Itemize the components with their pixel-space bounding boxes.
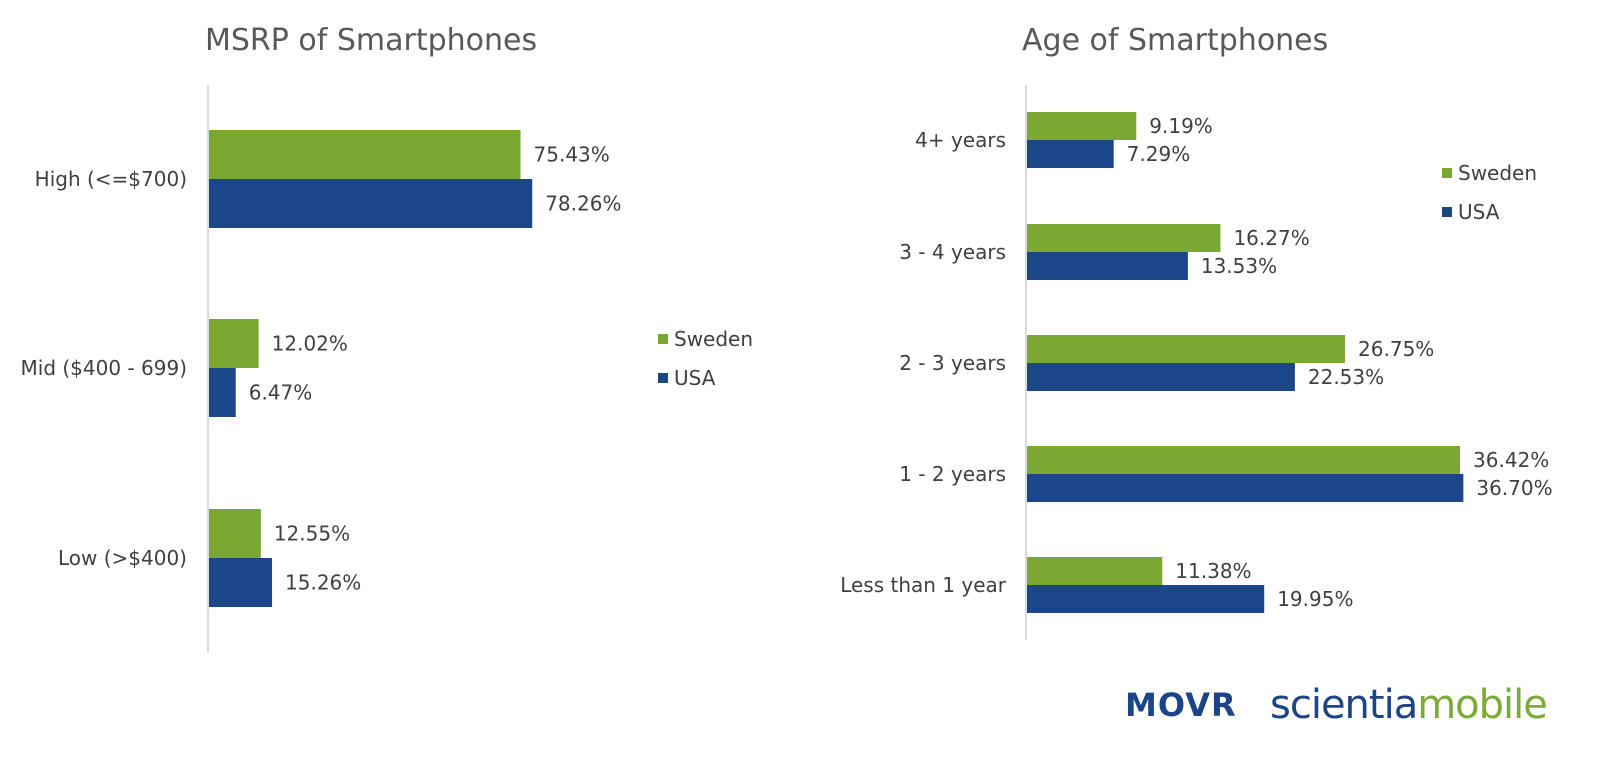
age-value-label-sweden-2-3-years: 26.75% [1358,337,1434,361]
msrp-legend-label-usa: USA [674,366,716,390]
age-value-label-usa-4-years: 7.29% [1127,142,1191,166]
age-bar-usa-3-4-years [1027,252,1188,280]
msrp-legend-label-sweden: Sweden [674,327,753,351]
age-category-label-3-4-years: 3 - 4 years [899,240,1006,264]
age-chart-title: Age of Smartphones [1022,23,1328,58]
age-value-label-usa-3-4-years: 13.53% [1201,254,1277,278]
age-category-label-1-2-years: 1 - 2 years [899,462,1006,486]
movr-logo: MOVR [1125,680,1237,730]
scientiamobile-logo: scientia mobile [1270,680,1548,730]
msrp-chart-title: MSRP of Smartphones [205,23,537,58]
age-legend: Sweden USA [1442,161,1537,224]
age-value-label-sweden-less-than-1-year: 11.38% [1175,559,1251,583]
age-bar-sweden-3-4-years [1027,224,1221,252]
age-bar-usa-2-3-years [1027,363,1295,391]
msrp-bar-sweden-high-700 [209,130,521,179]
age-legend-swatch-usa [1442,207,1452,217]
msrp-legend: Sweden USA [658,327,753,390]
age-bar-usa-1-2-years [1027,474,1464,502]
age-value-label-usa-less-than-1-year: 19.95% [1277,587,1353,611]
age-category-label-4-years: 4+ years [915,128,1006,152]
msrp-value-label-sweden-low-400: 12.55% [274,522,350,546]
age-legend-label-sweden: Sweden [1458,161,1537,185]
scientiamobile-logo-text-a: scientia [1270,682,1418,728]
msrp-legend-swatch-usa [658,373,668,383]
msrp-value-label-usa-low-400: 15.26% [285,571,361,595]
age-bar-sweden-2-3-years [1027,335,1346,363]
msrp-category-label-mid-400-699: Mid ($400 - 699) [21,356,187,380]
age-chart: Age of Smartphones 4+ years 9.19% 7.29% 3 - … [840,23,1553,640]
age-legend-label-usa: USA [1458,200,1500,224]
age-bar-sweden-1-2-years [1027,446,1461,474]
age-value-label-usa-1-2-years: 36.70% [1476,476,1552,500]
age-bar-sweden-4-years [1027,112,1137,140]
age-value-label-sweden-4-years: 9.19% [1149,114,1213,138]
msrp-bar-usa-high-700 [209,179,533,228]
msrp-category-label-high-700: High (<=$700) [35,167,187,191]
movr-logo-text: MOVR [1125,686,1237,724]
msrp-category-label-low-400: Low (>$400) [58,546,187,570]
age-value-label-usa-2-3-years: 22.53% [1308,365,1384,389]
age-category-label-less-than-1-year: Less than 1 year [840,573,1007,597]
msrp-value-label-sweden-high-700: 75.43% [534,143,610,167]
msrp-value-label-usa-mid-400-699: 6.47% [249,381,313,405]
msrp-chart: MSRP of Smartphones High (<=$700) 75.43% 78… [21,23,753,652]
age-value-label-sweden-3-4-years: 16.27% [1233,226,1309,250]
msrp-value-label-sweden-mid-400-699: 12.02% [272,332,348,356]
msrp-bar-usa-low-400 [209,558,273,607]
msrp-legend-swatch-sweden [658,334,668,344]
msrp-value-label-usa-high-700: 78.26% [545,192,621,216]
msrp-bar-usa-mid-400-699 [209,368,236,417]
age-value-label-sweden-1-2-years: 36.42% [1473,448,1549,472]
age-legend-swatch-sweden [1442,168,1452,178]
age-bar-usa-4-years [1027,140,1114,168]
age-bar-sweden-less-than-1-year [1027,557,1163,585]
msrp-bar-sweden-mid-400-699 [209,319,259,368]
msrp-bar-sweden-low-400 [209,509,261,558]
age-bar-usa-less-than-1-year [1027,585,1265,613]
age-category-label-2-3-years: 2 - 3 years [899,351,1006,375]
scientiamobile-logo-text-b: mobile [1417,682,1548,728]
